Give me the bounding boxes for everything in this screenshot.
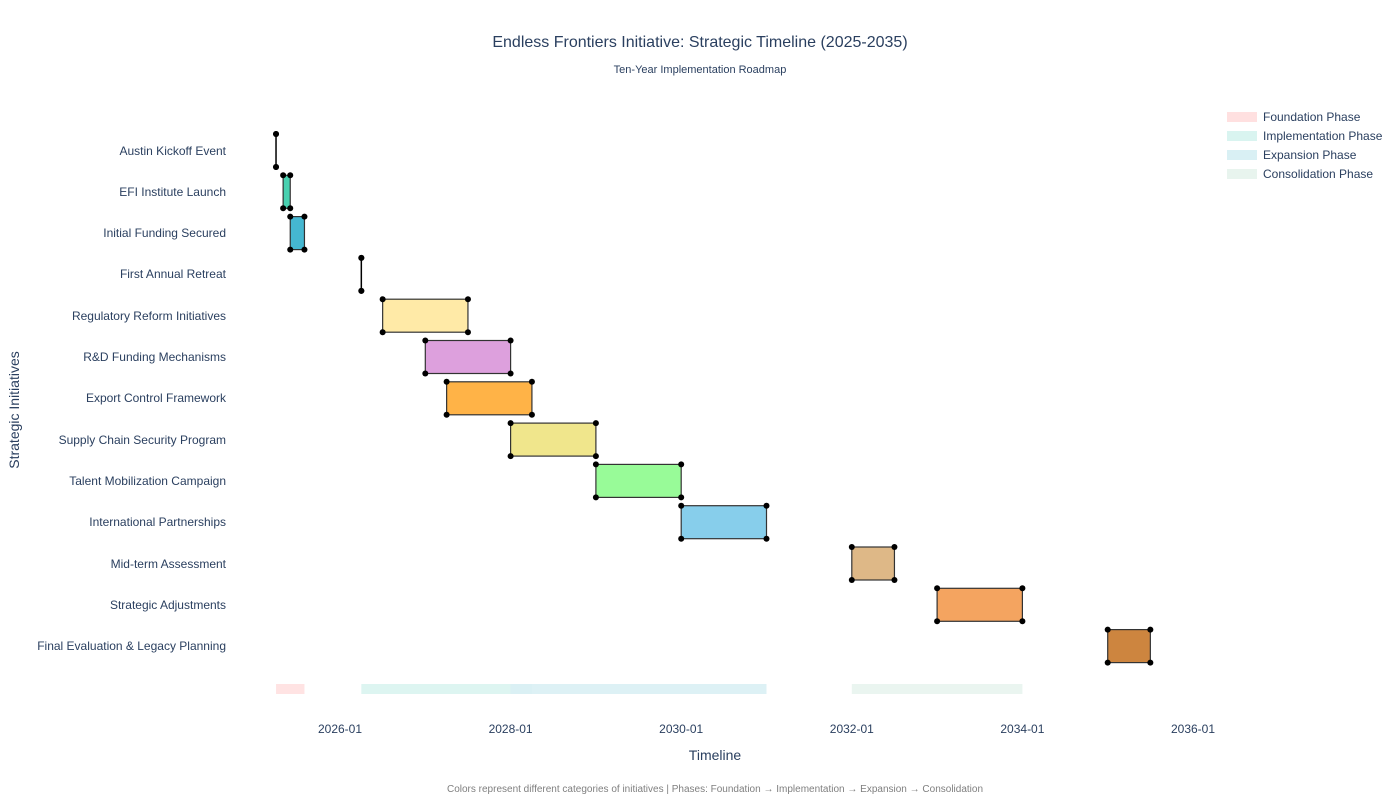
legend-item-consolidation[interactable]: Consolidation Phase <box>1227 164 1382 183</box>
x-tick-label: 2036-01 <box>1170 722 1216 736</box>
legend-label: Consolidation Phase <box>1263 166 1374 181</box>
y-tick-label: Austin Kickoff Event <box>119 143 227 158</box>
chart-subtitle: Ten-Year Implementation Roadmap <box>613 64 787 76</box>
y-tick-label: Export Control Framework <box>85 391 226 406</box>
task-bar[interactable] <box>287 213 308 253</box>
legend-swatch-icon <box>1227 111 1257 122</box>
legend-swatch-icon <box>1227 149 1257 160</box>
y-tick-label: EFI Institute Launch <box>119 184 226 199</box>
task-bar[interactable] <box>934 585 1026 625</box>
x-tick-label: 2028-01 <box>488 722 533 736</box>
y-tick-label: Final Evaluation & Legacy Planning <box>37 639 226 654</box>
x-tick-label: 2030-01 <box>659 722 704 736</box>
y-tick-label: Regulatory Reform Initiatives <box>71 308 226 323</box>
y-tick-label: R&D Funding Mechanisms <box>83 350 226 364</box>
task-bar[interactable] <box>848 544 898 583</box>
legend-item-expansion[interactable]: Expansion Phase <box>1227 145 1382 164</box>
y-tick-label: Initial Funding Secured <box>103 226 226 241</box>
task-bar[interactable] <box>273 131 280 170</box>
x-tick-label: 2026-01 <box>317 722 363 736</box>
legend-swatch-icon <box>1227 168 1257 179</box>
phase-bands <box>276 684 1023 694</box>
legend: Foundation Phase Implementation Phase Ex… <box>1227 107 1382 183</box>
legend-label: Foundation Phase <box>1263 109 1361 124</box>
legend-label: Implementation Phase <box>1263 128 1383 143</box>
task-bar[interactable] <box>422 337 514 377</box>
phase-band <box>276 684 305 694</box>
task-bars <box>273 131 1154 666</box>
task-bar[interactable] <box>592 461 685 501</box>
chart-title: Endless Frontiers Initiative: Strategic … <box>492 34 908 51</box>
y-tick-label: First Annual Retreat <box>119 267 226 282</box>
y-tick-label: Mid-term Assessment <box>110 556 226 571</box>
y-tick-label: International Partnerships <box>89 515 226 530</box>
x-tick-label: 2032-01 <box>829 722 874 736</box>
y-tick-label: Strategic Adjustments <box>109 597 226 612</box>
phase-band <box>510 684 767 694</box>
legend-swatch-icon <box>1227 130 1257 141</box>
legend-label: Expansion Phase <box>1263 147 1357 162</box>
task-bar[interactable] <box>678 502 770 542</box>
task-bar[interactable] <box>358 254 365 294</box>
legend-item-implementation[interactable]: Implementation Phase <box>1227 126 1382 145</box>
task-bar[interactable] <box>443 378 535 418</box>
legend-item-foundation[interactable]: Foundation Phase <box>1227 107 1382 126</box>
task-bar[interactable] <box>1104 626 1154 666</box>
y-tick-label: Talent Mobilization Campaign <box>69 473 226 488</box>
x-axis-title: Timeline <box>688 747 742 763</box>
footer-annotation: Colors represent different categories of… <box>446 784 984 795</box>
y-tick-label: Supply Chain Security Program <box>58 432 226 447</box>
task-bar[interactable] <box>379 296 471 336</box>
task-bar[interactable] <box>507 420 599 460</box>
task-bar[interactable] <box>280 172 294 212</box>
phase-band <box>851 684 1023 694</box>
x-tick-label: 2034-01 <box>1000 722 1045 736</box>
phase-band <box>361 684 532 694</box>
